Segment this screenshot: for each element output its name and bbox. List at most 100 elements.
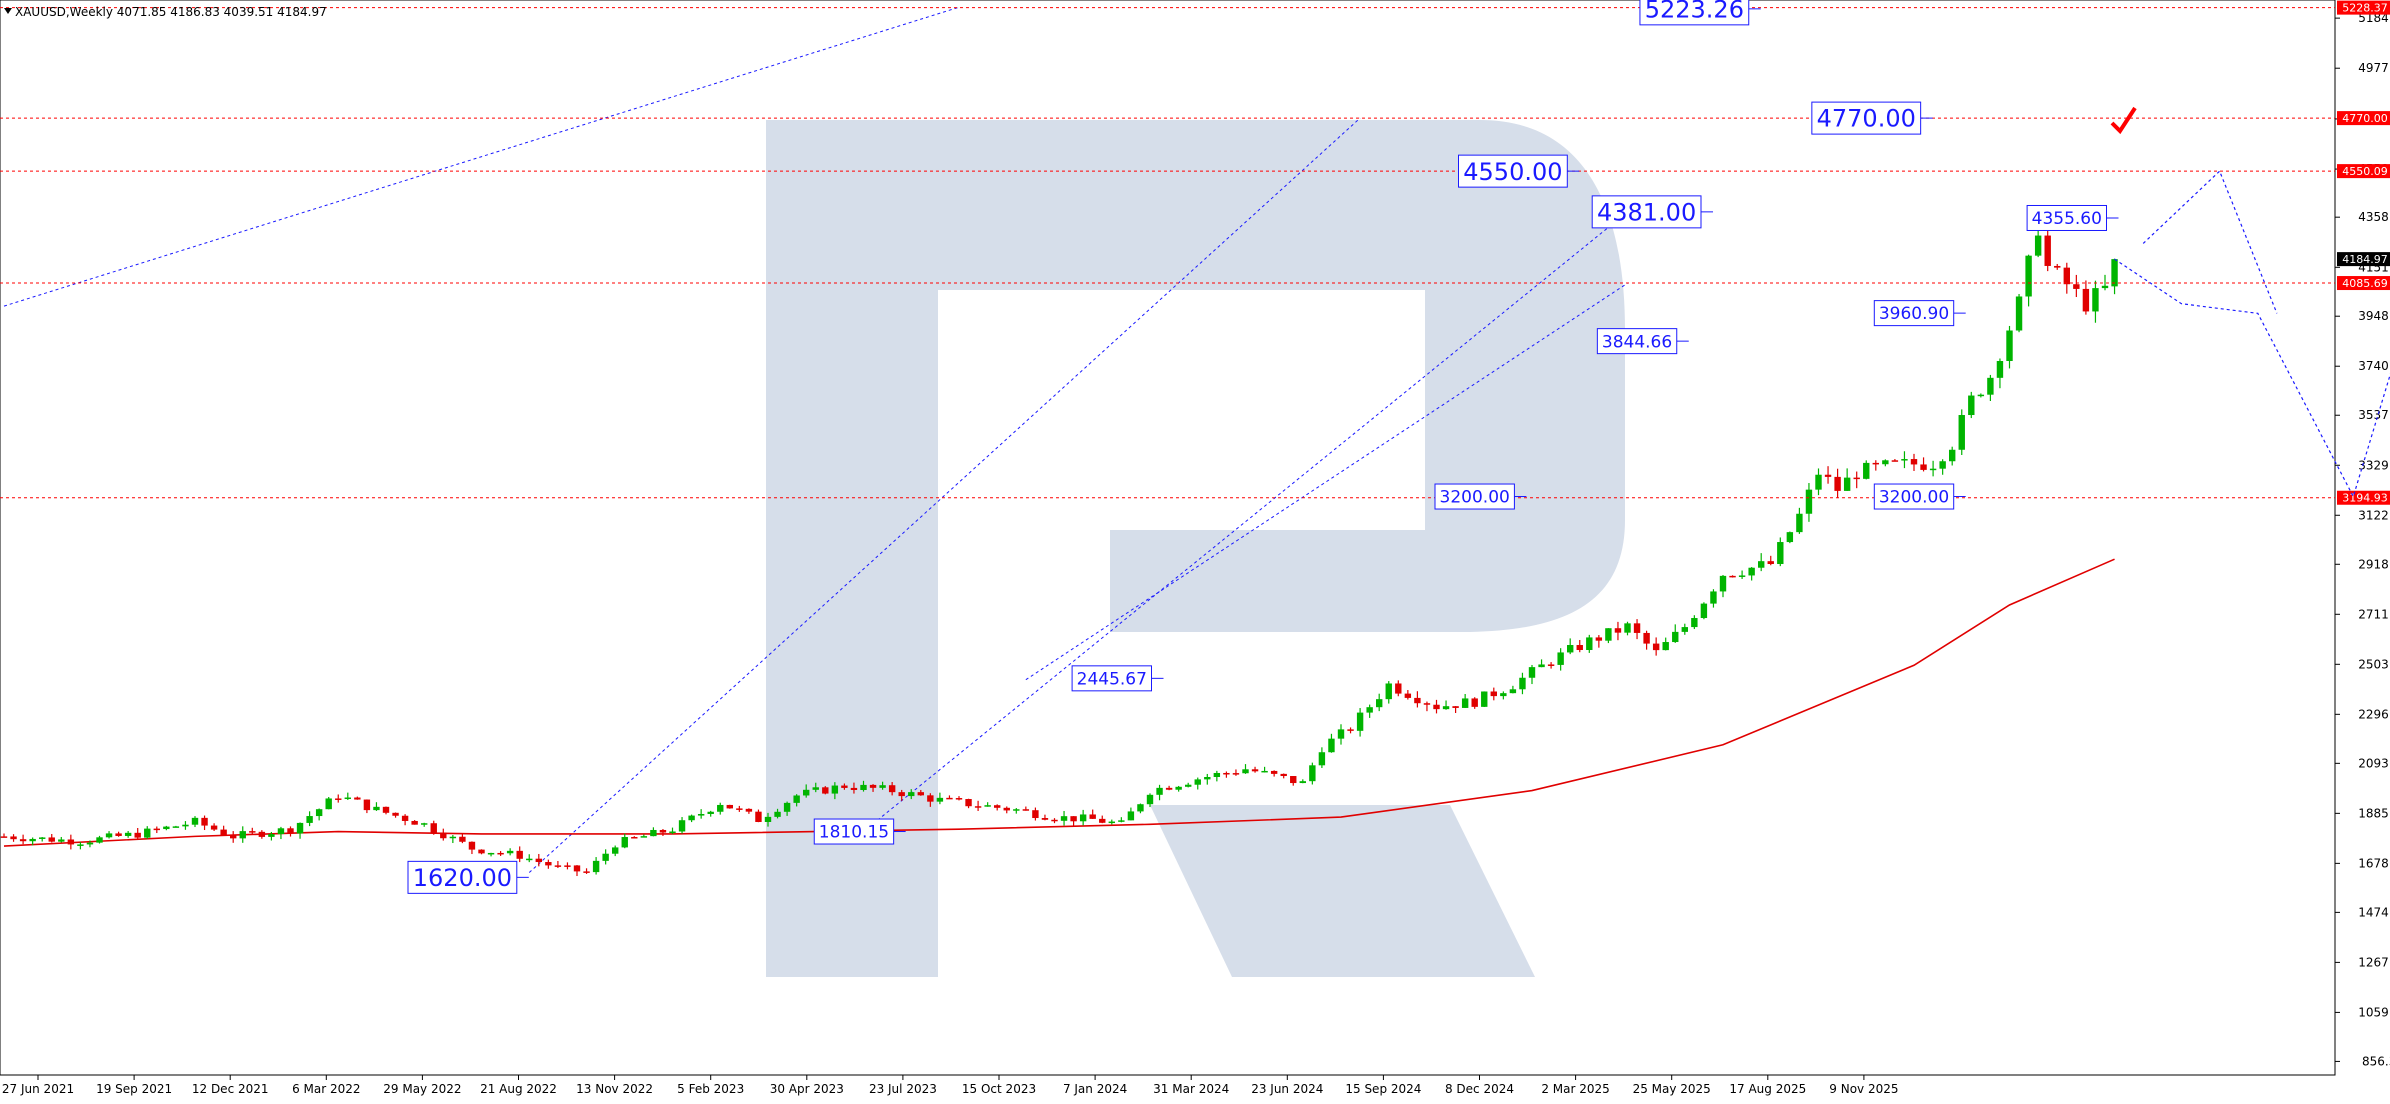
price-tick-label: 5184.80 bbox=[2358, 11, 2390, 25]
candle-body bbox=[1958, 415, 1965, 450]
candle-body bbox=[506, 850, 514, 854]
candle bbox=[1500, 691, 1507, 700]
candle-body bbox=[898, 792, 905, 797]
candle bbox=[860, 780, 867, 792]
candle-body bbox=[564, 865, 571, 867]
candle-body bbox=[1643, 632, 1650, 644]
price-tick-label: 2093.05 bbox=[2358, 756, 2390, 770]
candle bbox=[1576, 639, 1583, 653]
annotation-box bbox=[1591, 195, 1702, 229]
candle bbox=[440, 828, 447, 841]
candle-body bbox=[812, 787, 819, 790]
collapse-triangle-icon[interactable] bbox=[4, 8, 12, 14]
candle bbox=[1547, 662, 1555, 669]
candle bbox=[1987, 374, 1994, 402]
candle-body bbox=[1118, 820, 1125, 822]
candle-body bbox=[612, 847, 619, 854]
candle bbox=[1051, 818, 1058, 824]
candle bbox=[564, 862, 571, 870]
candle-body bbox=[764, 816, 772, 822]
candle-body bbox=[230, 835, 237, 839]
candle bbox=[640, 834, 648, 838]
candle bbox=[468, 841, 476, 855]
candle bbox=[10, 834, 17, 842]
candle-body bbox=[1270, 770, 1278, 774]
candle bbox=[1929, 460, 1937, 477]
date-tick-label: 19 Sep 2021 bbox=[96, 1082, 172, 1096]
candle-body bbox=[0, 836, 8, 838]
annotation-label: 2445.67 bbox=[1077, 669, 1147, 689]
candle bbox=[478, 849, 485, 855]
date-tick-label: 25 May 2025 bbox=[1633, 1082, 1711, 1096]
candle-body bbox=[1567, 645, 1574, 653]
candle-body bbox=[96, 837, 103, 843]
candle bbox=[984, 802, 991, 807]
price-tick-label: 1267.20 bbox=[2358, 955, 2390, 969]
candle bbox=[1968, 391, 1975, 419]
candle-body bbox=[936, 797, 944, 802]
candle-body bbox=[1185, 784, 1192, 787]
candle bbox=[430, 820, 437, 835]
candle bbox=[774, 808, 781, 819]
candle bbox=[688, 814, 695, 823]
current-price-box bbox=[2337, 252, 2390, 267]
candle bbox=[1041, 814, 1049, 821]
candle bbox=[210, 823, 218, 831]
candle bbox=[58, 836, 65, 843]
candle bbox=[2063, 262, 2070, 294]
candle bbox=[936, 792, 944, 805]
candle-body bbox=[946, 797, 953, 800]
candle-body bbox=[48, 837, 55, 842]
candle-body bbox=[29, 838, 36, 842]
candle bbox=[1796, 507, 1803, 534]
candlesticks bbox=[0, 227, 2118, 877]
candle-body bbox=[2015, 296, 2023, 331]
candle-body bbox=[1280, 773, 1287, 777]
candle-body bbox=[1996, 361, 2004, 378]
candle-body bbox=[1767, 561, 1774, 564]
candle-body bbox=[1366, 707, 1373, 713]
candle bbox=[1595, 635, 1603, 648]
candle-body bbox=[1328, 738, 1335, 753]
symbol-info: XAUUSD,Weekly 4071.85 4186.83 4039.51 41… bbox=[15, 5, 327, 19]
level-price-box bbox=[2337, 111, 2390, 126]
candle bbox=[1949, 446, 1956, 466]
candle-body bbox=[1519, 677, 1526, 690]
price-tick-label: 4358.95 bbox=[2358, 210, 2390, 224]
candle-body bbox=[783, 802, 791, 812]
candle-body bbox=[1452, 706, 1459, 708]
candle bbox=[1700, 602, 1708, 620]
candle-body bbox=[124, 832, 132, 836]
candle bbox=[153, 826, 160, 834]
candle bbox=[1977, 393, 1985, 398]
annotation-label: 3200.00 bbox=[1440, 488, 1510, 508]
candle bbox=[1958, 409, 1965, 455]
date-tick-label: 23 Jul 2023 bbox=[869, 1082, 937, 1096]
candle bbox=[1509, 685, 1517, 694]
candle-body bbox=[545, 862, 552, 866]
candle bbox=[1662, 637, 1669, 651]
candle-body bbox=[1261, 770, 1268, 773]
candle-body bbox=[1070, 816, 1077, 822]
candle bbox=[1251, 766, 1259, 773]
current-price-label: 4184.97 bbox=[2342, 253, 2388, 266]
candle-body bbox=[1586, 637, 1593, 651]
candle bbox=[803, 784, 810, 798]
date-tick-label: 23 Jun 2024 bbox=[1251, 1082, 1323, 1096]
candle bbox=[268, 831, 275, 841]
candle-body bbox=[1920, 464, 1927, 470]
price-tick-label: 1678.05 bbox=[2358, 856, 2390, 870]
candle bbox=[1824, 466, 1832, 484]
candle-body bbox=[1414, 697, 1421, 704]
candle bbox=[783, 801, 791, 816]
candle bbox=[1528, 664, 1536, 685]
level-price-label: 4770.00 bbox=[2342, 112, 2388, 125]
price-tick-label: 3740.60 bbox=[2358, 359, 2390, 373]
price-tick-label: 3122.25 bbox=[2358, 508, 2390, 522]
candle bbox=[2111, 258, 2118, 295]
candle-body bbox=[1347, 729, 1354, 731]
candle-body bbox=[1576, 645, 1583, 651]
candle-body bbox=[1882, 460, 1889, 465]
price-tick-label: 2503.90 bbox=[2358, 657, 2390, 671]
